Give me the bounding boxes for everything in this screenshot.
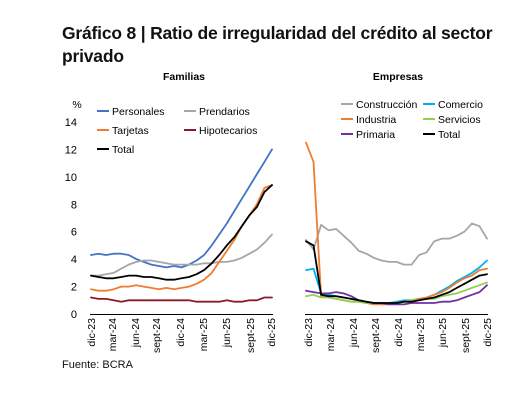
x-tick-label: dic-23: [303, 318, 315, 347]
x-tick-label: mar-25: [415, 318, 427, 351]
y-tick-label: 2: [71, 282, 77, 294]
series-line: [90, 184, 273, 292]
legend-label: Total: [112, 144, 134, 156]
y-tick-label: 10: [65, 172, 77, 184]
y-tick-label: 4: [71, 254, 77, 266]
legend-label: Industria: [356, 114, 396, 126]
series-line: [90, 233, 273, 277]
x-tick-label: mar-24: [325, 318, 337, 351]
legend-label: Comercio: [438, 99, 483, 111]
x-tick-label: sept-25: [245, 318, 257, 353]
series-line: [305, 141, 488, 306]
panel-title: Familias: [163, 71, 205, 83]
series-line: [305, 240, 488, 304]
legend-label: Construcción: [356, 99, 417, 111]
x-tick-label: dic-25: [482, 318, 494, 347]
chart-title: Gráfico 8 | Ratio de irregularidad del c…: [62, 23, 493, 66]
legend-label: Servicios: [438, 114, 481, 126]
series-line: [90, 148, 273, 269]
x-tick-label: dic-23: [86, 318, 98, 347]
y-tick-label: 0: [71, 309, 77, 321]
legend-label: Prendarios: [199, 106, 250, 118]
legend-label: Total: [438, 129, 460, 141]
series-line: [90, 296, 273, 303]
series-line: [305, 284, 488, 306]
x-tick-label: jun-25: [437, 318, 449, 348]
panel-title: Empresas: [373, 71, 423, 83]
y-tick-label: 12: [65, 144, 77, 156]
x-tick-label: jun-25: [221, 318, 233, 348]
x-tick-label: sept-25: [460, 318, 472, 353]
y-tick-label: 8: [71, 199, 77, 211]
x-tick-label: mar-25: [198, 318, 210, 351]
x-tick-label: dic-24: [175, 318, 187, 347]
y-unit-label: %: [72, 99, 81, 111]
legend-label: Hipotecarios: [199, 125, 257, 137]
x-tick-label: mar-24: [107, 318, 119, 351]
legend-label: Primaria: [356, 129, 395, 141]
legend-label: Tarjetas: [112, 125, 149, 137]
series-line: [305, 222, 488, 266]
x-tick-label: sept-24: [370, 318, 382, 353]
x-tick-label: dic-25: [266, 318, 278, 347]
y-tick-label: 14: [65, 117, 77, 129]
source-note: Fuente: BCRA: [62, 359, 133, 371]
y-tick-label: 6: [71, 227, 77, 239]
x-tick-label: dic-24: [393, 318, 405, 347]
x-tick-label: jun-24: [130, 318, 142, 348]
x-tick-label: jun-24: [348, 318, 360, 348]
series-line: [90, 184, 273, 281]
legend-label: Personales: [112, 106, 165, 118]
x-tick-label: sept-24: [151, 318, 163, 353]
